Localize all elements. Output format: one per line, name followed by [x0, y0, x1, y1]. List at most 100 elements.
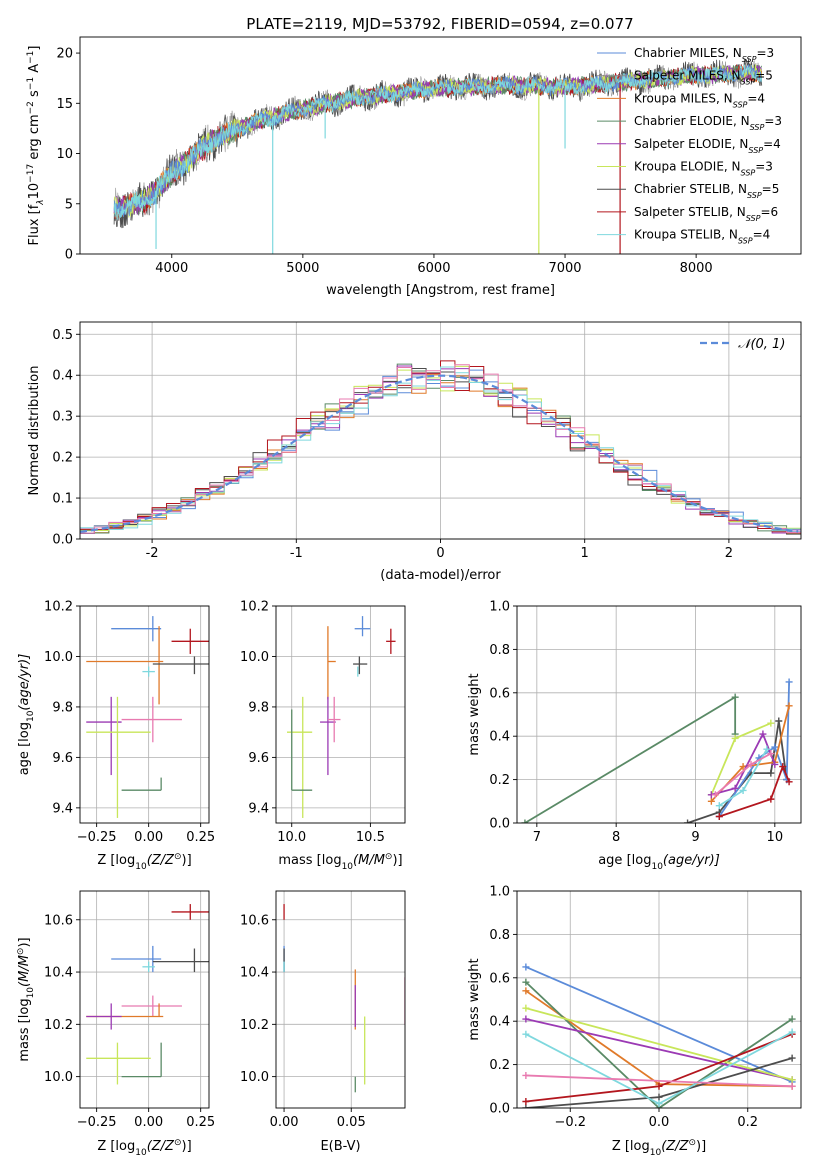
y-tick-label: 5 — [65, 197, 73, 212]
label-part: λ — [36, 199, 46, 205]
errorbar-point — [86, 696, 151, 818]
y-tick-label: 9.4 — [52, 801, 73, 816]
plus-marker — [785, 702, 793, 710]
x-axis-label: Z [log10(Z/Z⊙)] — [97, 852, 191, 872]
errorbar-point — [152, 948, 209, 973]
x-tick-label: 8 — [612, 830, 620, 845]
legend-model: Chabrier MILES, N — [634, 46, 742, 60]
x-tick-label: 10.0 — [277, 830, 306, 845]
label-part: −2 — [26, 101, 36, 114]
y-tick-label: 0.2 — [52, 451, 73, 466]
plus-marker — [715, 812, 723, 820]
y-tick-label: 9.6 — [52, 751, 73, 766]
label-part: 10 — [135, 1148, 147, 1158]
legend-model: Kroupa STELIB, N — [634, 228, 738, 242]
plus-marker — [785, 778, 793, 786]
plus-marker — [522, 978, 530, 986]
label-part: (M/M — [353, 853, 385, 868]
label-part: mass [log — [17, 998, 32, 1061]
plus-marker — [788, 1015, 796, 1023]
plot-area-age_vs_mass — [287, 616, 396, 818]
y-tick-label: 0.4 — [52, 369, 73, 384]
y-tick-label: 0.4 — [489, 730, 510, 745]
y-tick-label: 9.4 — [248, 801, 269, 816]
label-part: (Z/Z — [147, 1139, 175, 1154]
y-axis-label: Flux [fλ10−17 erg cm−2 s−1 A−1] — [26, 46, 46, 246]
x-tick-label: 5000 — [286, 261, 319, 276]
label-part: −1 — [26, 51, 36, 64]
label-part: age [log — [598, 853, 651, 868]
plus-marker — [684, 819, 692, 823]
weight-series-line — [524, 695, 737, 823]
y-tick-label: 0.5 — [52, 328, 73, 343]
axes-age_vs_z: −0.25 0.00 0.259.49.69.810.010.2Z [log10(Z… — [17, 600, 215, 873]
legend-label: Salpeter ELODIE, NSSP=4 — [634, 137, 781, 155]
plus-marker — [731, 784, 739, 792]
errorbar-point — [353, 656, 368, 675]
axes-frame — [275, 890, 406, 1109]
y-tick-label: 0.4 — [489, 1015, 510, 1030]
x-tick-label: -2 — [146, 546, 159, 561]
y-tick-label: 10.0 — [44, 1070, 73, 1085]
legend-n: =5 — [762, 182, 780, 196]
x-tick-label: 7000 — [548, 261, 581, 276]
errorbar-point — [354, 616, 371, 637]
legend-label: Chabrier STELIB, NSSP=5 — [634, 182, 779, 200]
x-tick-label: 0.2 — [737, 1115, 758, 1130]
y-tick-label: 10.2 — [240, 600, 269, 615]
label-part: (M/M — [17, 955, 32, 987]
label-part: )] — [17, 937, 32, 947]
errorbar-point — [320, 696, 336, 776]
legend-sub: SSP — [750, 123, 765, 132]
errorbar-point — [111, 945, 162, 973]
x-tick-label: −0.25 — [77, 830, 117, 845]
legend-label: Salpeter STELIB, NSSP=6 — [634, 205, 778, 223]
plot-area-mass_vs_ebv — [283, 904, 405, 1093]
x-tick-label: 10.5 — [356, 830, 385, 845]
label-part: (Z/Z — [661, 1139, 689, 1154]
x-tick-label: −0.2 — [554, 1115, 586, 1130]
y-axis-label: mass weight — [467, 958, 482, 1040]
plus-marker — [521, 819, 529, 823]
label-part: )] — [182, 853, 192, 868]
plus-marker — [522, 1030, 530, 1038]
plot-area-weight_vs_age — [521, 678, 793, 823]
plus-marker — [767, 795, 775, 803]
x-tick-label: 0 — [436, 546, 444, 561]
x-axis-label: mass [log10(M/M⊙)] — [278, 852, 402, 872]
y-tick-label: 0.6 — [489, 686, 510, 701]
plus-marker — [739, 786, 747, 794]
plus-marker — [715, 802, 723, 810]
y-tick-label: 10.2 — [240, 1018, 269, 1033]
x-tick-label: −0.25 — [77, 1115, 117, 1130]
weight-series-line — [710, 705, 790, 802]
errorbar-point — [121, 696, 182, 743]
y-tick-label: 20 — [56, 47, 73, 62]
plus-marker — [522, 1097, 530, 1105]
errorbar-point — [291, 709, 313, 791]
legend-sub: SSP — [746, 213, 761, 222]
plus-marker — [771, 743, 779, 751]
legend-model: Salpeter MILES, N — [634, 69, 741, 83]
label-part: (age/yr)] — [663, 853, 720, 868]
weight-series-line — [719, 764, 790, 818]
legend-label: Chabrier ELODIE, NSSP=3 — [634, 114, 782, 132]
plus-marker — [655, 1093, 663, 1101]
weight-series-line — [525, 1074, 793, 1088]
plus-marker — [747, 760, 755, 768]
y-tick-label: 0.2 — [489, 773, 510, 788]
errorbar-point — [171, 628, 209, 654]
legend-sub: SSP — [742, 55, 757, 64]
legend-model: Salpeter ELODIE, N — [634, 137, 748, 151]
errorbar-point — [121, 995, 182, 1017]
errorbar-point — [86, 696, 122, 776]
label-part: Z [log — [97, 1139, 135, 1154]
weight-series-line — [525, 1018, 793, 1081]
spectrum-line — [113, 64, 763, 220]
axes-frame — [516, 605, 802, 824]
legend-n: =5 — [755, 69, 773, 83]
label-part: −17 — [26, 164, 36, 183]
